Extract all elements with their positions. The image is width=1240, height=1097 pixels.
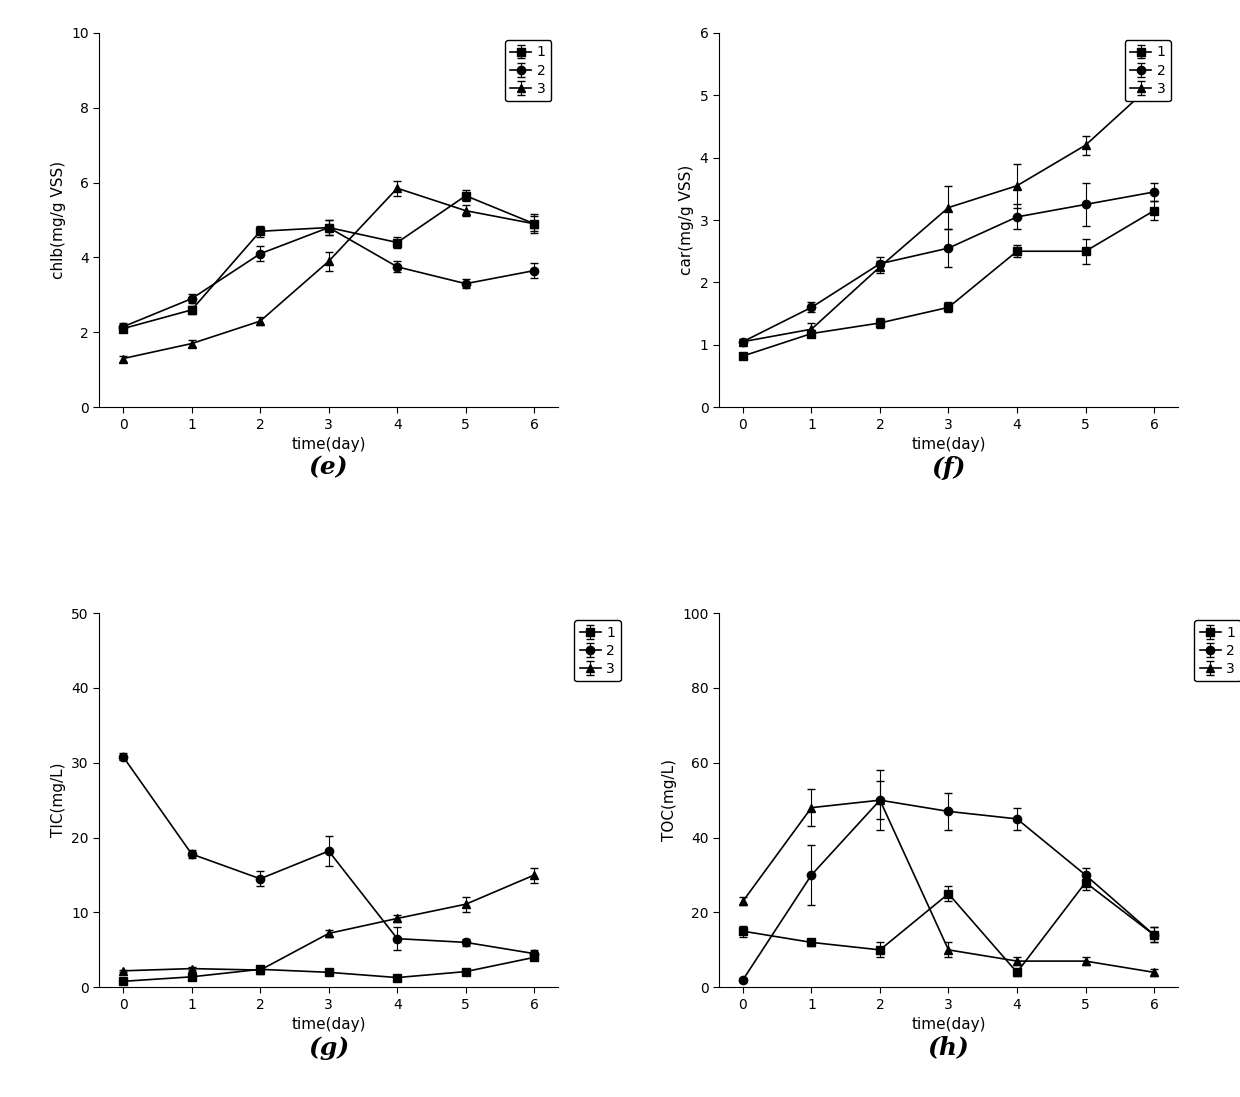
- Y-axis label: car(mg/g VSS): car(mg/g VSS): [680, 165, 694, 275]
- Legend: 1, 2, 3: 1, 2, 3: [505, 39, 552, 101]
- Legend: 1, 2, 3: 1, 2, 3: [1194, 620, 1240, 681]
- Text: (e): (e): [309, 455, 348, 479]
- Legend: 1, 2, 3: 1, 2, 3: [1125, 39, 1171, 101]
- X-axis label: time(day): time(day): [911, 437, 986, 452]
- X-axis label: time(day): time(day): [291, 437, 366, 452]
- Y-axis label: TOC(mg/L): TOC(mg/L): [662, 759, 677, 841]
- Y-axis label: TIC(mg/L): TIC(mg/L): [51, 762, 66, 837]
- Text: (h): (h): [928, 1036, 970, 1060]
- Y-axis label: chlb(mg/g VSS): chlb(mg/g VSS): [51, 161, 66, 279]
- Text: (g): (g): [308, 1036, 350, 1060]
- Legend: 1, 2, 3: 1, 2, 3: [574, 620, 621, 681]
- Text: (f): (f): [931, 455, 966, 479]
- X-axis label: time(day): time(day): [911, 1017, 986, 1032]
- X-axis label: time(day): time(day): [291, 1017, 366, 1032]
